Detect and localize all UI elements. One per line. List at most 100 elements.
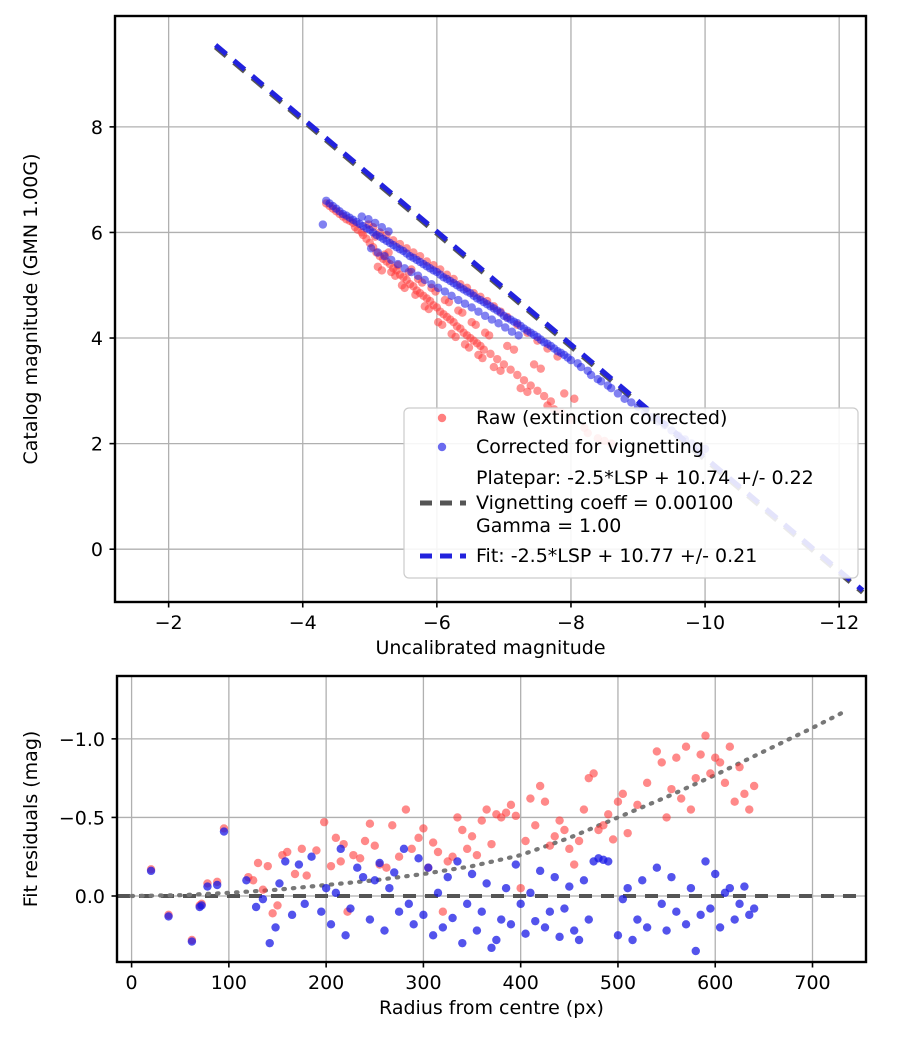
data-point bbox=[427, 279, 436, 289]
data-point bbox=[545, 907, 555, 916]
data-point bbox=[686, 805, 696, 814]
data-point bbox=[608, 835, 618, 844]
data-point bbox=[428, 838, 438, 847]
data-point bbox=[300, 899, 309, 909]
data-point bbox=[565, 844, 574, 854]
data-point bbox=[493, 354, 502, 364]
data-point bbox=[550, 832, 559, 841]
data-point bbox=[434, 283, 443, 293]
data-point bbox=[326, 861, 336, 871]
data-point bbox=[536, 364, 545, 373]
data-point bbox=[642, 778, 652, 788]
data-point bbox=[428, 931, 438, 940]
data-point bbox=[523, 326, 532, 335]
data-point bbox=[382, 863, 391, 872]
data-point bbox=[265, 938, 274, 948]
data-point bbox=[400, 264, 409, 273]
data-point bbox=[720, 778, 730, 788]
data-point bbox=[531, 821, 540, 830]
data-point bbox=[271, 923, 280, 932]
data-point bbox=[395, 245, 405, 254]
data-point bbox=[348, 215, 358, 224]
legend-label-4: Gamma = 1.00 bbox=[476, 515, 621, 537]
data-point bbox=[521, 836, 530, 846]
data-point bbox=[633, 800, 642, 810]
data-point bbox=[652, 747, 662, 756]
data-point bbox=[501, 883, 511, 893]
data-point bbox=[662, 926, 671, 935]
data-point bbox=[696, 750, 705, 759]
data-point bbox=[263, 861, 272, 871]
data-point bbox=[454, 295, 463, 305]
data-point bbox=[331, 888, 341, 898]
data-point bbox=[618, 894, 628, 904]
bottom-scatter-series-1 bbox=[146, 827, 759, 956]
data-point bbox=[458, 938, 467, 948]
data-point bbox=[681, 742, 691, 751]
data-point bbox=[362, 224, 371, 233]
bottom-axes-frame bbox=[115, 674, 868, 964]
data-point bbox=[569, 926, 579, 935]
data-point bbox=[599, 821, 608, 830]
data-point bbox=[509, 345, 519, 354]
data-point bbox=[419, 910, 428, 920]
data-point bbox=[735, 762, 744, 772]
data-point bbox=[652, 863, 662, 872]
data-point bbox=[550, 344, 559, 353]
data-point bbox=[526, 794, 535, 803]
top-xtick-label-1: −4 bbox=[289, 612, 317, 634]
data-point bbox=[419, 824, 428, 833]
data-point bbox=[290, 869, 300, 879]
data-point bbox=[745, 910, 754, 920]
data-point bbox=[627, 398, 636, 407]
data-point bbox=[730, 915, 739, 924]
top-xtick-label-0: −2 bbox=[155, 612, 183, 634]
data-point bbox=[242, 876, 251, 885]
data-point bbox=[535, 781, 545, 791]
data-point bbox=[387, 255, 396, 265]
data-point bbox=[317, 907, 326, 916]
data-point bbox=[409, 920, 418, 929]
bottom-ytick-label-2: −1.0 bbox=[59, 729, 105, 751]
data-point bbox=[565, 882, 574, 891]
data-point bbox=[458, 308, 467, 317]
data-point bbox=[511, 811, 521, 821]
data-point bbox=[516, 383, 525, 393]
bottom-xaxis-label: Radius from centre (px) bbox=[379, 997, 604, 1019]
data-point bbox=[422, 262, 431, 271]
data-point bbox=[382, 236, 391, 246]
data-point bbox=[424, 863, 433, 872]
data-point bbox=[604, 810, 613, 819]
data-point bbox=[433, 888, 443, 898]
data-point bbox=[471, 320, 480, 330]
top-ytick-label-0: 0 bbox=[91, 539, 103, 561]
data-point bbox=[413, 271, 423, 280]
data-point bbox=[366, 244, 376, 253]
top-panel-magnitude-calibration: −2 −4 −6 −8 −10 −12 0 2 4 6 8 Uncalibrated magnitud… bbox=[20, 14, 868, 659]
data-point bbox=[620, 394, 629, 403]
data-point bbox=[253, 858, 263, 868]
top-ytick-label-2: 4 bbox=[91, 328, 103, 350]
data-point bbox=[377, 222, 387, 232]
data-point bbox=[400, 283, 409, 293]
data-point bbox=[579, 805, 589, 814]
data-point bbox=[492, 935, 501, 945]
bottom-panel-fit-residuals: 0 100 200 300 400 500 600 700 0.0 −0.5 −1.0 Radius … bbox=[20, 674, 868, 1019]
data-point bbox=[258, 885, 268, 894]
data-point bbox=[589, 769, 598, 778]
data-point bbox=[715, 923, 725, 932]
data-point bbox=[443, 872, 452, 882]
data-point bbox=[380, 252, 389, 261]
data-point bbox=[283, 847, 292, 857]
data-point bbox=[370, 841, 379, 850]
data-point bbox=[420, 275, 429, 285]
data-point bbox=[501, 323, 510, 332]
data-point bbox=[529, 360, 539, 369]
data-point bbox=[424, 304, 434, 314]
data-point bbox=[516, 321, 525, 331]
data-point bbox=[438, 923, 448, 932]
data-point bbox=[480, 311, 490, 321]
data-point bbox=[496, 366, 505, 375]
data-point bbox=[312, 846, 321, 855]
